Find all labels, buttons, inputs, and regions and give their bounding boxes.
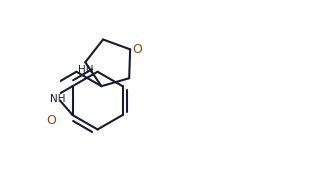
- Text: HN: HN: [77, 65, 93, 75]
- Text: O: O: [132, 43, 142, 56]
- Text: NH: NH: [50, 95, 66, 105]
- Text: O: O: [47, 114, 56, 127]
